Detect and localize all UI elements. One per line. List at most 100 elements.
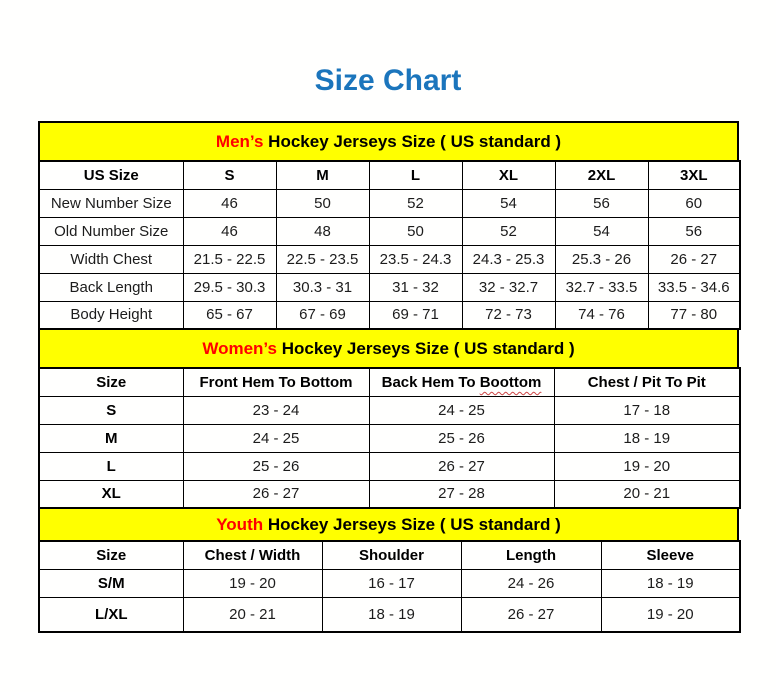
mens-row-label: Body Height xyxy=(38,300,184,330)
womens-column-header: Front Hem To Bottom xyxy=(182,367,370,397)
table-row: New Number Size 46 50 52 54 56 60 xyxy=(38,188,741,218)
table-row: Back Length 29.5 - 30.3 30.3 - 31 31 - 32 32… xyxy=(38,272,741,302)
mens-size-value: 32 - 32.7 xyxy=(461,272,556,302)
womens-column-header: Back Hem To Boottom xyxy=(368,367,555,397)
youth-column-header-label: Chest / Width xyxy=(204,546,301,564)
youth-size-value: 19 - 20 xyxy=(182,568,323,598)
youth-column-header-label: Length xyxy=(506,546,556,564)
youth-row-label: L/XL xyxy=(38,596,184,633)
mens-size-value: 54 xyxy=(461,188,556,218)
mens-row-label: Width Chest xyxy=(38,244,184,274)
mens-size-value: 56 xyxy=(554,188,649,218)
table-row: Width Chest 21.5 - 22.5 22.5 - 23.5 23.5 - … xyxy=(38,244,741,274)
mens-column-header: S xyxy=(182,160,277,190)
womens-size-value: 18 - 19 xyxy=(553,423,741,453)
mens-column-header: 2XL xyxy=(554,160,649,190)
mens-row-label: New Number Size xyxy=(38,188,184,218)
womens-column-header-label: Back Hem To xyxy=(381,373,480,391)
mens-column-header-label: S xyxy=(224,166,235,184)
mens-size-value: 30.3 - 31 xyxy=(275,272,370,302)
mens-column-header: XL xyxy=(461,160,556,190)
mens-size-value: 48 xyxy=(275,216,370,246)
mens-size-value: 33.5 - 34.6 xyxy=(647,272,741,302)
womens-column-header-label: Size xyxy=(96,373,127,391)
mens-column-header: US Size xyxy=(38,160,184,190)
mens-size-value: 31 - 32 xyxy=(368,272,463,302)
youth-size-value: 24 - 26 xyxy=(460,568,602,598)
womens-column-header-label: Front Hem To Bottom xyxy=(199,373,353,391)
mens-size-value: 50 xyxy=(275,188,370,218)
youth-column-header-label: Sleeve xyxy=(646,546,695,564)
mens-size-value: 23.5 - 24.3 xyxy=(368,244,463,274)
table-row: L/XL 20 - 21 18 - 19 26 - 27 19 - 20 xyxy=(38,596,741,633)
womens-size-value: 20 - 21 xyxy=(553,479,741,509)
size-chart-tables: Men’s Hockey Jerseys Size ( US standard … xyxy=(38,121,741,633)
womens-heading-highlight: Women’s xyxy=(202,339,277,358)
mens-size-value: 69 - 71 xyxy=(368,300,463,330)
womens-size-value: 24 - 25 xyxy=(368,395,555,425)
mens-size-value: 25.3 - 26 xyxy=(554,244,649,274)
table-row: Body Height 65 - 67 67 - 69 69 - 71 72 - 73 7… xyxy=(38,300,741,330)
mens-column-header: L xyxy=(368,160,463,190)
mens-heading-highlight: Men’s xyxy=(215,132,264,151)
youth-column-header: Chest / Width xyxy=(182,540,323,570)
youth-column-header: Shoulder xyxy=(321,540,462,570)
womens-heading-text: Hockey Jerseys Size ( US standard ) xyxy=(276,339,575,358)
youth-column-header-label: Size xyxy=(96,546,127,564)
youth-size-value: 18 - 19 xyxy=(321,596,462,633)
youth-column-header: Sleeve xyxy=(600,540,741,570)
mens-section-heading: Men’s Hockey Jerseys Size ( US standard … xyxy=(38,121,739,162)
mens-column-header-label: L xyxy=(410,166,421,184)
youth-section: Youth Hockey Jerseys Size ( US standard … xyxy=(38,507,741,633)
mens-size-value: 56 xyxy=(647,216,741,246)
mens-size-value: 72 - 73 xyxy=(461,300,556,330)
mens-size-value: 77 - 80 xyxy=(647,300,741,330)
womens-column-header-label: Chest / Pit To Pit xyxy=(587,373,706,391)
mens-size-value: 21.5 - 22.5 xyxy=(182,244,277,274)
mens-row-label: Old Number Size xyxy=(38,216,184,246)
mens-size-value: 74 - 76 xyxy=(554,300,649,330)
mens-size-value: 29.5 - 30.3 xyxy=(182,272,277,302)
womens-section-heading: Women’s Hockey Jerseys Size ( US standar… xyxy=(38,328,739,369)
womens-size-table: Size Front Hem To Bottom Back Hem To Boott… xyxy=(38,367,741,509)
womens-size-value: 24 - 25 xyxy=(182,423,370,453)
womens-size-value: 23 - 24 xyxy=(182,395,370,425)
womens-row-label: M xyxy=(38,423,184,453)
youth-column-header: Length xyxy=(460,540,602,570)
youth-size-value: 26 - 27 xyxy=(460,596,602,633)
youth-size-value: 16 - 17 xyxy=(321,568,462,598)
womens-column-header-misspelled-word: Boottom xyxy=(479,373,542,391)
youth-size-value: 19 - 20 xyxy=(600,596,741,633)
womens-column-header: Size xyxy=(38,367,184,397)
womens-header-row: Size Front Hem To Bottom Back Hem To Boott… xyxy=(38,367,741,397)
youth-heading-highlight: Youth xyxy=(216,515,264,534)
womens-size-value: 27 - 28 xyxy=(368,479,555,509)
mens-size-value: 24.3 - 25.3 xyxy=(461,244,556,274)
womens-size-value: 25 - 26 xyxy=(182,451,370,481)
mens-column-header-label: 3XL xyxy=(679,166,708,184)
youth-column-header-label: Shoulder xyxy=(358,546,424,564)
youth-row-label: S/M xyxy=(38,568,184,598)
womens-size-value: 26 - 27 xyxy=(182,479,370,509)
womens-row-label: L xyxy=(38,451,184,481)
mens-column-header-label: M xyxy=(316,166,329,184)
table-row: L 25 - 26 26 - 27 19 - 20 xyxy=(38,451,741,481)
mens-column-header: M xyxy=(275,160,370,190)
womens-section: Women’s Hockey Jerseys Size ( US standar… xyxy=(38,328,741,509)
mens-size-value: 46 xyxy=(182,188,277,218)
youth-heading-text: Hockey Jerseys Size ( US standard ) xyxy=(263,515,561,534)
table-row: XL 26 - 27 27 - 28 20 - 21 xyxy=(38,479,741,509)
mens-size-value: 22.5 - 23.5 xyxy=(275,244,370,274)
page-title: Size Chart xyxy=(314,64,462,97)
mens-size-value: 32.7 - 33.5 xyxy=(554,272,649,302)
youth-size-value: 18 - 19 xyxy=(600,568,741,598)
table-row: M 24 - 25 25 - 26 18 - 19 xyxy=(38,423,741,453)
mens-size-value: 50 xyxy=(368,216,463,246)
youth-column-header: Size xyxy=(38,540,184,570)
mens-column-header-label: XL xyxy=(498,166,519,184)
table-row: S 23 - 24 24 - 25 17 - 18 xyxy=(38,395,741,425)
mens-size-value: 67 - 69 xyxy=(275,300,370,330)
table-row: S/M 19 - 20 16 - 17 24 - 26 18 - 19 xyxy=(38,568,741,598)
mens-size-value: 65 - 67 xyxy=(182,300,277,330)
